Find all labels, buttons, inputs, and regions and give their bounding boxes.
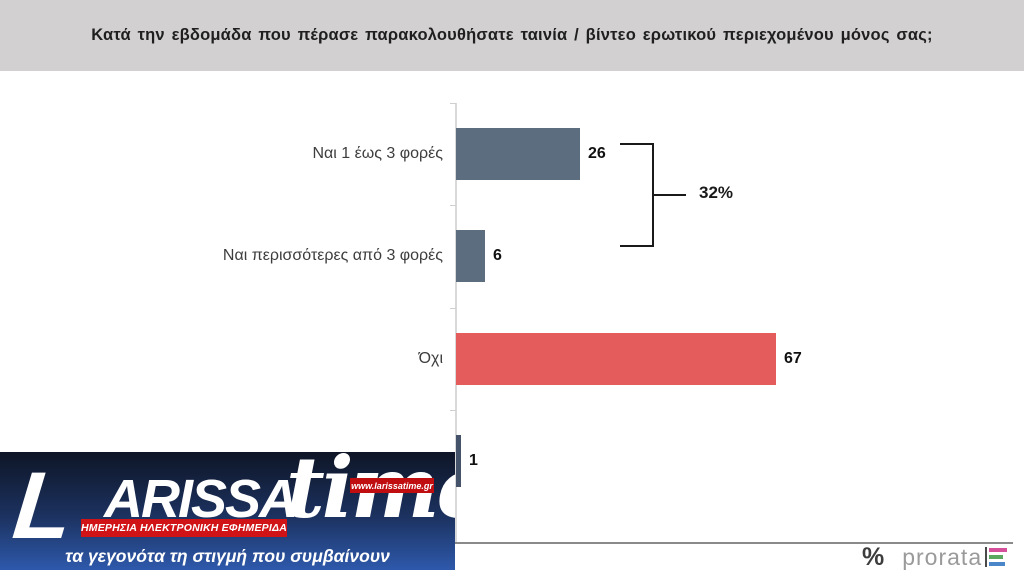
larissatime-tagline: τα γεγονότα τη στιγμή που συμβαίνουν [65,546,390,566]
bar-value: 6 [493,247,502,264]
bar-yes-more-3 [456,230,485,282]
axis-tick [450,103,456,104]
bar-value: 26 [588,145,606,162]
bar-row-yes-1-3: Ναι 1 έως 3 φορές 26 [0,128,1024,180]
axis-tick [450,308,456,309]
larissatime-logo-time: time [286,452,455,537]
combined-percentage-label: 32% [699,183,734,202]
category-axis-line [455,103,457,543]
prorata-wordmark: prorata [902,543,983,570]
axis-tick [450,205,456,206]
percent-icon: % [862,542,885,571]
category-label: Όχι [418,350,443,367]
question-header: Κατά την εβδομάδα που πέρασε παρακολουθή… [0,0,1024,71]
category-label: Ναι περισσότερες από 3 φορές [222,247,443,264]
bar-row-no: Όχι 67 [0,333,1024,385]
larissatime-url-badge: www.larissatime.gr [350,478,434,493]
bar-no [456,333,776,385]
bar-yes-1-3 [456,128,580,180]
bar-value: 67 [784,350,802,367]
bracket-middle-arm [652,194,686,196]
survey-question-title: Κατά την εβδομάδα που πέρασε παρακολουθή… [91,26,933,44]
bar-value: 1 [469,452,478,469]
larissatime-banner: ΗΜΕΡΗΣΙΑ ΗΛΕΚΤΡΟΝΙΚΗ ΕΦΗΜΕΡΙΔΑ [81,519,287,537]
bracket-top-arm [620,143,654,145]
prorata-barchart-icon [985,546,1009,568]
bar-hidden [456,435,461,487]
prorata-logo: % prorata [862,543,1009,571]
category-label: Ναι 1 έως 3 φορές [312,145,444,162]
larissatime-logo-letter-l: L [8,453,78,559]
axis-tick [450,410,456,411]
value-axis-line [455,542,1013,544]
bracket-bottom-arm [620,245,654,247]
larissatime-logo: L ARISSA time www.larissatime.gr ΗΜΕΡΗΣΙ… [0,452,455,570]
bar-row-hidden: 1 [0,435,1024,487]
bar-row-yes-more-3: Ναι περισσότερες από 3 φορές 6 [0,230,1024,282]
